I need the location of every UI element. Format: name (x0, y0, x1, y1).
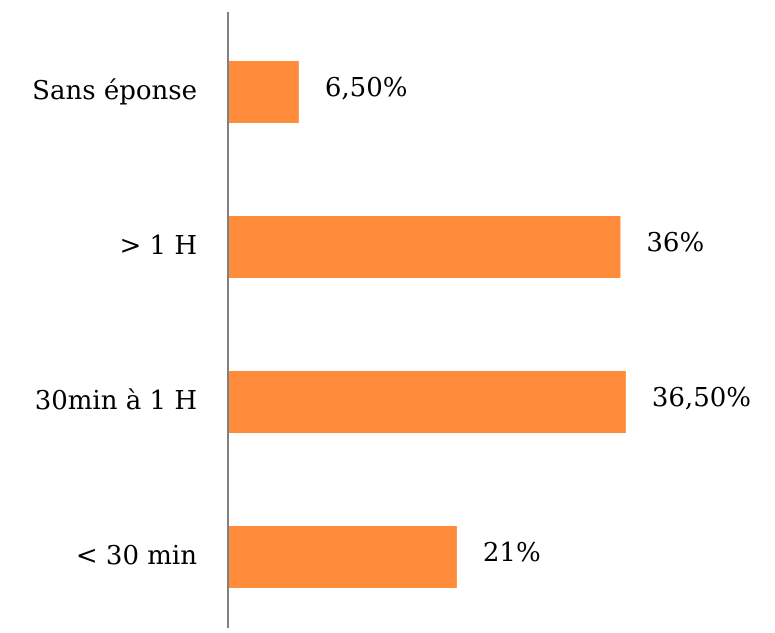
data-label-1: 6,50% (325, 73, 408, 103)
bar-1 (228, 61, 299, 123)
data-label-3: 36,50% (652, 383, 751, 413)
category-label-1: Sans éponse (32, 76, 197, 106)
data-label-2: 36% (646, 228, 704, 258)
bar-3 (228, 371, 626, 433)
category-label-4: < 30 min (76, 541, 197, 571)
labels-layer: Sans éponse 6,50% > 1 H 36% 30min à 1 H 36,50… (32, 73, 751, 571)
data-label-4: 21% (483, 538, 541, 568)
category-label-3: 30min à 1 H (35, 386, 197, 416)
bars-layer (228, 61, 626, 588)
bar-2 (228, 216, 621, 278)
bar-4 (228, 526, 457, 588)
category-label-2: > 1 H (119, 231, 197, 261)
